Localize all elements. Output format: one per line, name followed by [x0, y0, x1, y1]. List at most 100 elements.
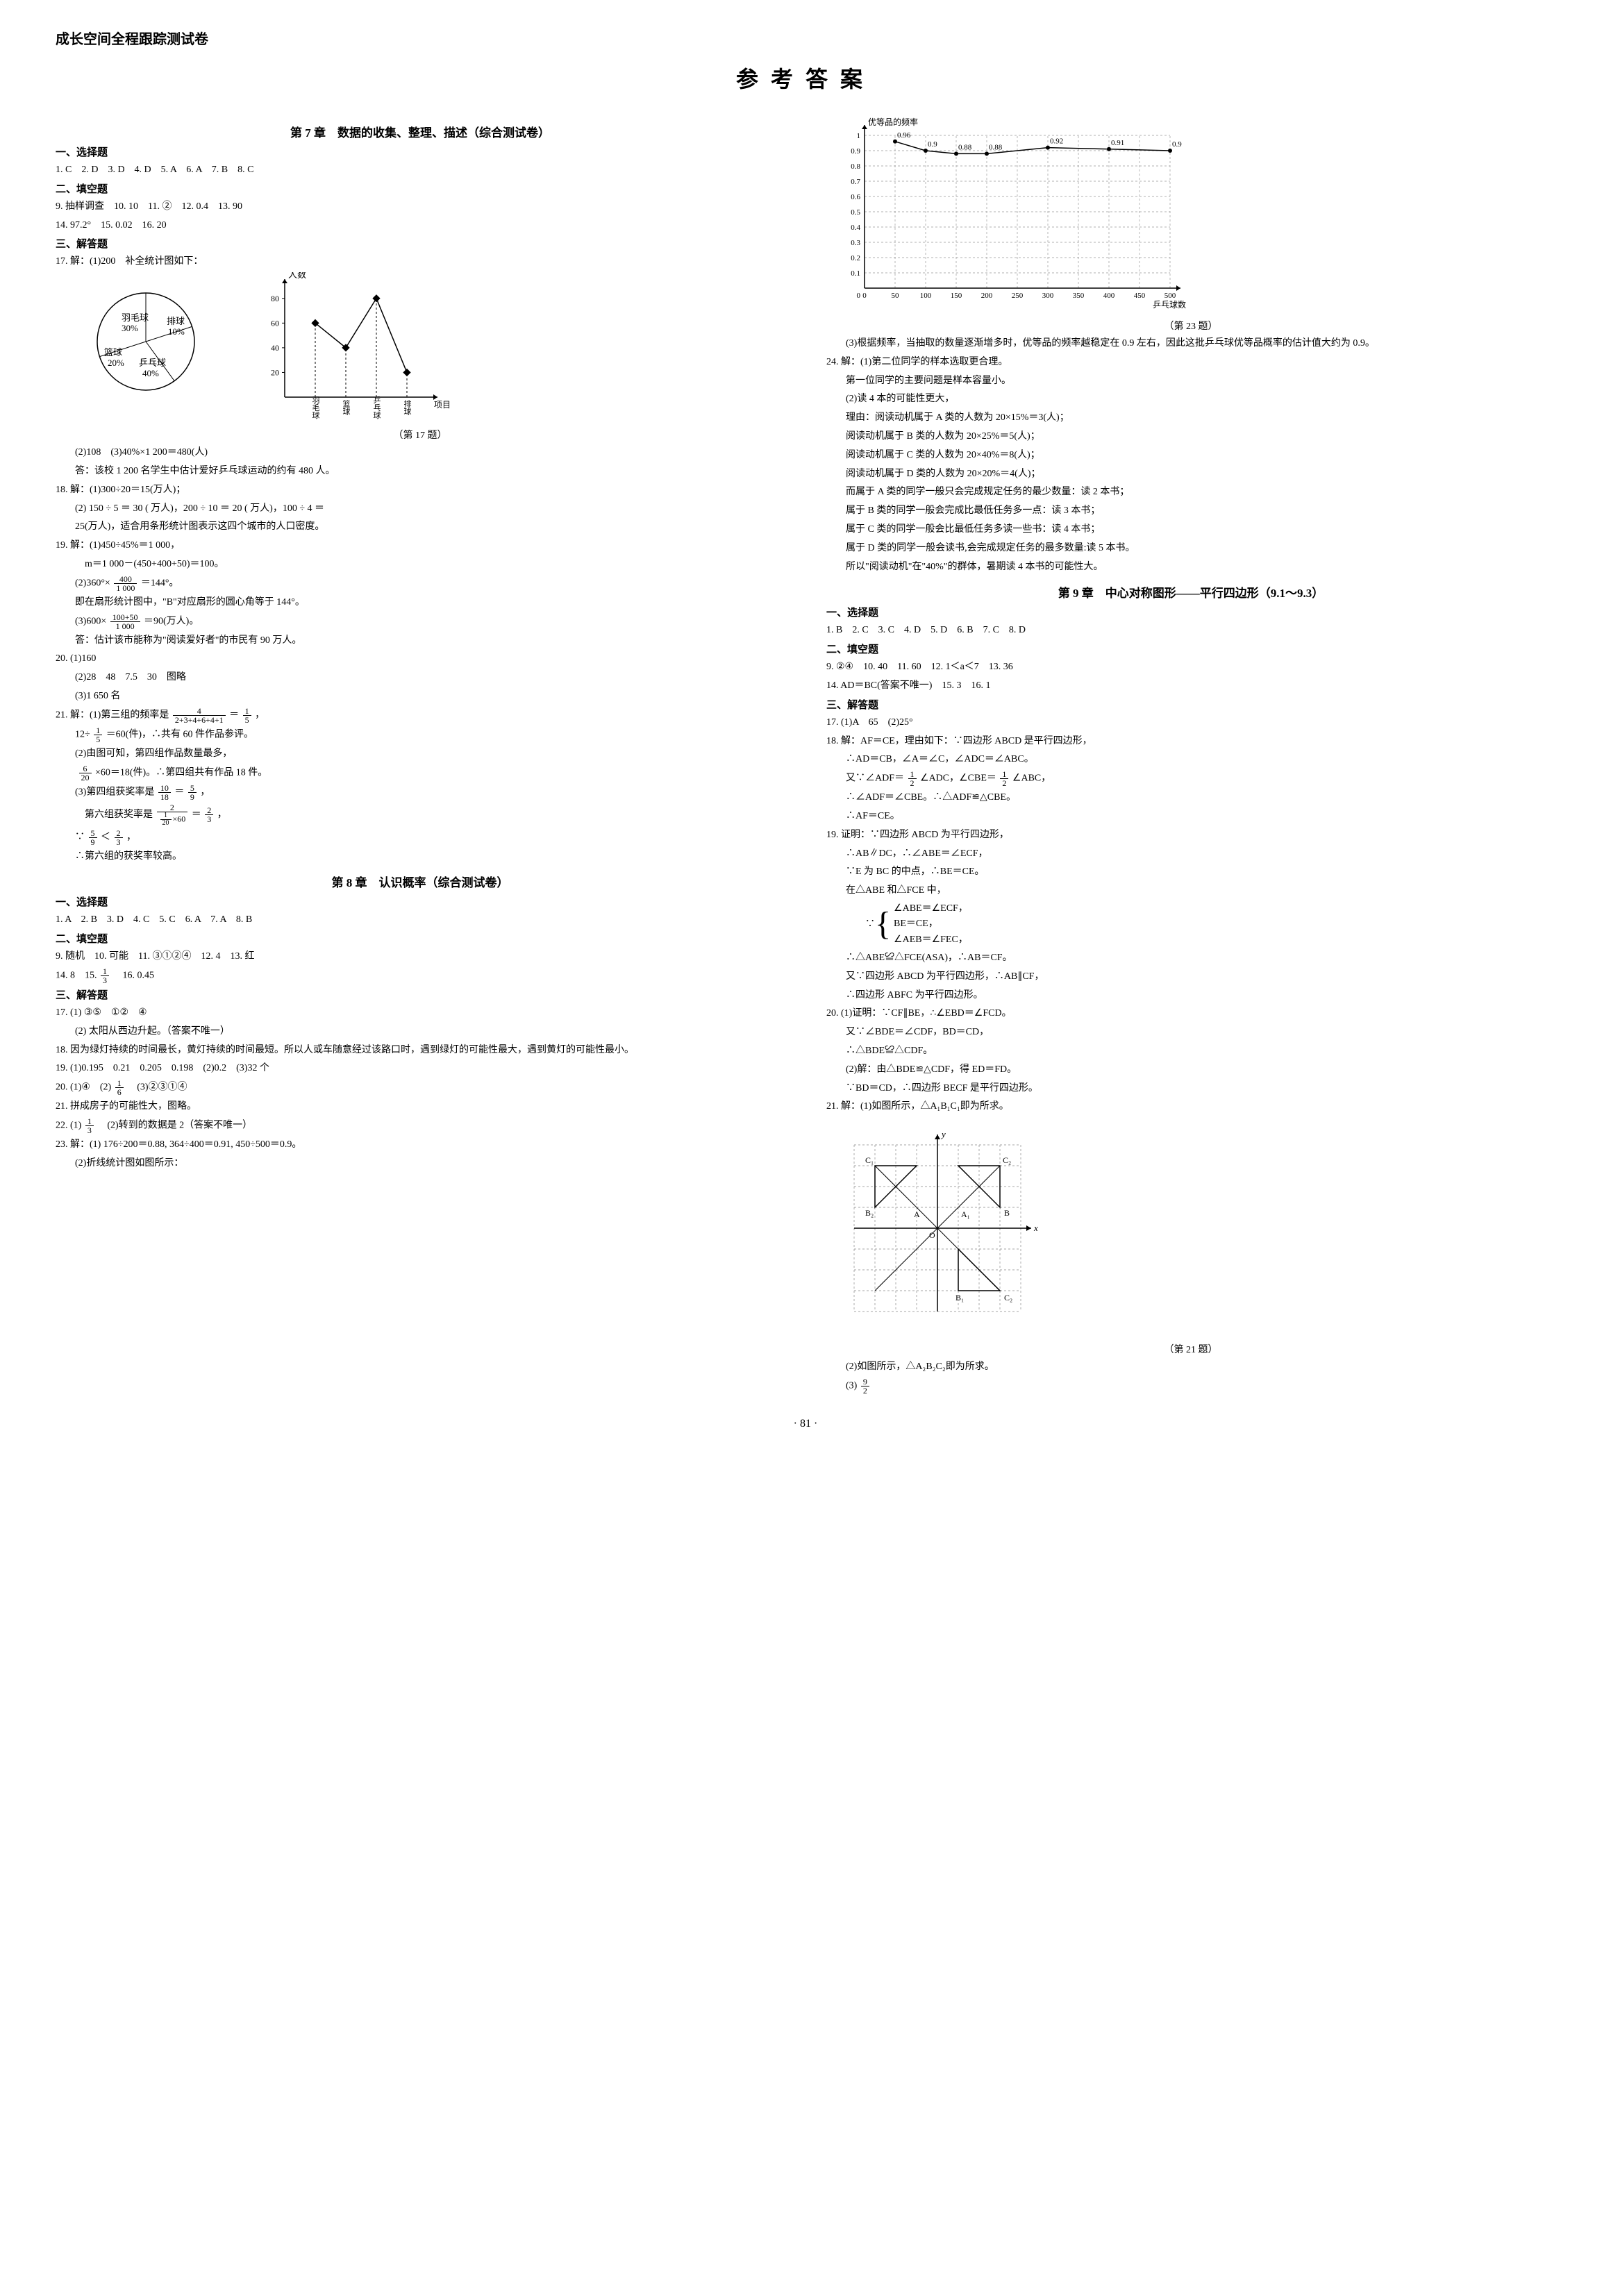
- svg-text:30%: 30%: [122, 323, 138, 333]
- q21h: ∴第六组的获奖率较高。: [56, 848, 785, 865]
- q21g-f2: 23: [115, 829, 123, 846]
- q18c-pre: 又∵∠ADF＝: [826, 773, 904, 784]
- q24a: 24. 解：(1)第二位同学的样本选取更合理。: [826, 354, 1555, 371]
- svg-text:B₂: B₂: [865, 1208, 874, 1218]
- svg-text:羽毛球: 羽毛球: [311, 396, 320, 419]
- main-title: 参考答案: [56, 62, 1555, 94]
- q17-charts-row: 羽毛球 30% 排球 10% 篮球 20% 乒乓球 40% 人数20406080…: [56, 272, 785, 425]
- q18c-mid: ∠ADC，∠CBE＝: [920, 773, 996, 784]
- ch9-sec2a: 9. ②④ 10. 40 11. 60 12. 1＜a＜7 13. 36: [826, 659, 1555, 676]
- svg-text:400: 400: [1103, 292, 1115, 300]
- q21a-post: ，: [255, 710, 265, 720]
- svg-text:0.8: 0.8: [851, 162, 860, 171]
- svg-text:0.9: 0.9: [851, 147, 860, 156]
- svg-text:40%: 40%: [142, 368, 159, 378]
- ch9-q18c: 又∵∠ADF＝ 12 ∠ADC，∠CBE＝ 12 ∠ABC，: [826, 770, 1555, 787]
- svg-text:乒乓球: 乒乓球: [372, 396, 381, 419]
- ch9-q20b: 又∵∠BDE＝∠CDF，BD＝CD，: [826, 1024, 1555, 1041]
- q21d-pre: [56, 767, 75, 778]
- q21e-post: ，: [200, 787, 210, 797]
- q20c: (3)1 650 名: [56, 688, 785, 705]
- q19a: 19. 解：(1)450÷45%＝1 000，: [56, 537, 785, 554]
- q21a-f2: 15: [243, 707, 251, 724]
- q21g-post: ，: [126, 832, 136, 842]
- ch8-sec2-label: 二、填空题: [56, 931, 785, 946]
- q19c-post: ＝144°。: [141, 578, 179, 588]
- svg-text:y: y: [940, 1129, 946, 1139]
- svg-text:B: B: [1004, 1208, 1010, 1218]
- q21a-f1: 42+3+4+6+4+1: [173, 707, 226, 724]
- ch9-sec2-label: 二、填空题: [826, 642, 1555, 656]
- q23-caption: （第 23 题）: [826, 319, 1555, 333]
- ch9-q20c: ∴△BDE≌△CDF。: [826, 1043, 1555, 1059]
- q18c: 25(万人)，适合用条形统计图表示这四个城市的人口密度。: [56, 519, 785, 535]
- svg-text:150: 150: [951, 292, 962, 300]
- q21f-pre: 第六组获奖率是: [56, 810, 153, 820]
- q24b: 第一位同学的主要问题是样本容量小。: [826, 373, 1555, 389]
- ch9-q19g: ∴四边形 ABFC 为平行四边形。: [826, 987, 1555, 1004]
- right-column: 0.10.20.30.40.50.60.70.80.91050100150200…: [826, 115, 1555, 1397]
- ch8-q19: 19. (1)0.195 0.21 0.205 0.198 (2)0.2 (3)…: [56, 1060, 785, 1077]
- ch8-sec2a: 9. 随机 10. 可能 11. ③①②④ 12. 4 13. 红: [56, 948, 785, 965]
- ch8-q17b: (2) 太阳从西边升起。（答案不唯一）: [56, 1023, 785, 1040]
- svg-text:0: 0: [862, 292, 867, 300]
- svg-text:100: 100: [920, 292, 932, 300]
- q21g-pre: ∵: [56, 832, 85, 842]
- q21d-post: ×60＝18(件)。∴第四组共有作品 18 件。: [95, 767, 267, 778]
- svg-text:10%: 10%: [168, 326, 185, 337]
- ch8-q21: 21. 拼成房子的可能性大，图略。: [56, 1098, 785, 1115]
- ch8-q23a: 23. 解：(1) 176÷200＝0.88, 364÷400＝0.91, 45…: [56, 1137, 785, 1153]
- q19c: (2)360°× 4001 000 ＝144°。: [56, 575, 785, 592]
- q21e-pre: (3)第四组获奖率是: [56, 787, 154, 797]
- ch9-sec1: 1. B 2. C 3. C 4. D 5. D 6. B 7. C 8. D: [826, 622, 1555, 639]
- q21b-post: ＝60(件)，∴共有 60 件作品参评。: [106, 729, 253, 739]
- q21c-pre: (3): [826, 1381, 857, 1391]
- q21b: 12÷ 15 ＝60(件)，∴共有 60 件作品参评。: [56, 726, 785, 744]
- ch8-2b-post: 16. 0.45: [113, 971, 155, 981]
- svg-text:A₁: A₁: [961, 1209, 970, 1219]
- q24e: 阅读动机属于 B 类的人数为 20×25%＝5(人)；: [826, 428, 1555, 445]
- q24l: 所以"阅读动机"在"40%"的群体，暑期读 4 本书的可能性大。: [826, 559, 1555, 576]
- ch9-q17: 17. (1)A 65 (2)25°: [826, 714, 1555, 731]
- svg-text:200: 200: [981, 292, 993, 300]
- ch8-q22-post: (2)转到的数据是 2（答案不唯一）: [97, 1121, 252, 1131]
- ch9-q20a: 20. (1)证明：∵CF∥BE，∴∠EBD＝∠FCD。: [826, 1005, 1555, 1022]
- svg-text:0.91: 0.91: [1111, 139, 1124, 147]
- svg-text:60: 60: [271, 319, 279, 328]
- ch9-q21b: (2)如图所示，△A₂B₂C₂即为所求。: [826, 1359, 1555, 1375]
- q18b: (2) 150 ÷ 5 ＝ 30 ( 万人)，200 ÷ 10 ＝ 20 ( 万…: [56, 501, 785, 517]
- ch8-q22: 22. (1) 13 (2)转到的数据是 2（答案不唯一）: [56, 1117, 785, 1134]
- svg-text:x: x: [1033, 1223, 1038, 1233]
- q20b: (2)28 48 7.5 30 图略: [56, 669, 785, 686]
- svg-text:C₂: C₂: [1004, 1293, 1012, 1302]
- ch8-sec2b: 14. 8 15. 13 16. 0.45: [56, 967, 785, 984]
- q23-freq-chart: 0.10.20.30.40.50.60.70.80.91050100150200…: [826, 115, 1215, 316]
- svg-text:篮球: 篮球: [104, 347, 122, 358]
- q24h: 而属于 A 类的同学一般只会完成规定任务的最少数量：读 2 本书；: [826, 484, 1555, 501]
- q17b: (2)108 (3)40%×1 200＝480(人): [56, 444, 785, 461]
- q18a: 18. 解：(1)300÷20＝15(万人)；: [56, 482, 785, 498]
- q21-grid-wrap: OxyC₁C₂B₂AA₁BB₁C₂: [826, 1117, 1555, 1339]
- ch9-q18b: ∴AD＝CB，∠A＝∠C，∠ADC＝∠ABC。: [826, 751, 1555, 768]
- ch7-sec2a: 9. 抽样调查 10. 10 11. ② 12. 0.4 13. 90: [56, 199, 785, 215]
- q21b-pre: 12÷: [56, 729, 90, 739]
- q19f: 答：估计该市能称为"阅读爱好者"的市民有 90 万人。: [56, 632, 785, 649]
- ch8-sec3-label: 三、解答题: [56, 987, 785, 1002]
- q21g-lt: ＜: [101, 832, 110, 842]
- q21-grid-chart: OxyC₁C₂B₂AA₁BB₁C₂: [826, 1117, 1049, 1339]
- q19e-pre: (3)600×: [56, 616, 106, 626]
- q18c-f2: 12: [1000, 770, 1008, 787]
- q21f-post: ，: [217, 810, 227, 820]
- q18c-post: ∠ABC，: [1012, 773, 1051, 784]
- svg-text:0.4: 0.4: [851, 224, 860, 232]
- q20a: 20. (1)160: [56, 651, 785, 667]
- svg-text:0.9: 0.9: [928, 140, 937, 149]
- q24d: 理由：阅读动机属于 A 类的人数为 20×15%＝3(人)；: [826, 410, 1555, 426]
- svg-text:20: 20: [271, 368, 279, 378]
- svg-text:乒乓球: 乒乓球: [139, 358, 166, 368]
- page-header: 成长空间全程跟踪测试卷: [56, 28, 1555, 48]
- svg-text:350: 350: [1073, 292, 1085, 300]
- q24c: (2)读 4 本的可能性更大，: [826, 391, 1555, 408]
- ch8-q20-f: 16: [115, 1079, 124, 1096]
- q21a-pre: 21. 解：(1)第三组的频率是: [56, 710, 169, 720]
